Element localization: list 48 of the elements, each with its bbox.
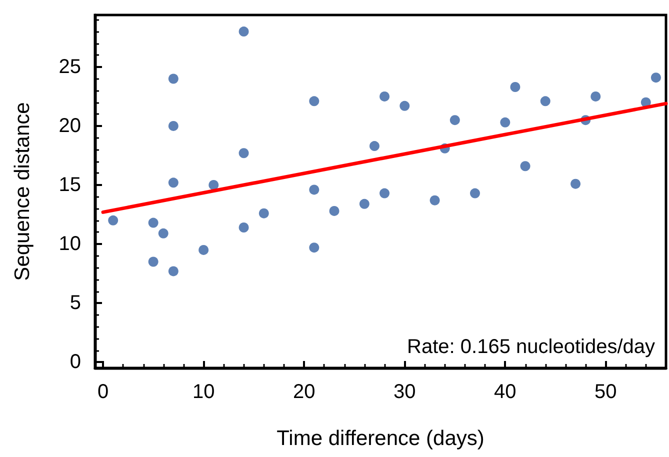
y-axis-title: Sequence distance (11, 102, 34, 281)
point (430, 195, 440, 206)
point (369, 141, 380, 152)
point (208, 180, 219, 190)
annotation: Rate: 0.165 nucleotides/day (407, 336, 656, 358)
x-tick-label: 30 (394, 381, 416, 403)
x-tick-label: 40 (494, 381, 516, 403)
point (258, 208, 269, 218)
y-tick-label: 20 (58, 114, 81, 137)
point (108, 215, 118, 226)
point (198, 244, 209, 255)
point (570, 178, 581, 189)
point (540, 96, 550, 106)
point (148, 256, 158, 267)
point (510, 82, 520, 92)
point (158, 228, 168, 238)
point (168, 266, 178, 276)
point (380, 188, 390, 198)
point (650, 72, 661, 83)
point (329, 206, 340, 216)
point (450, 115, 460, 126)
point (238, 222, 249, 233)
point (500, 117, 510, 128)
point (168, 74, 178, 84)
point (168, 178, 178, 188)
point (168, 120, 178, 131)
y-tick-label: 25 (58, 56, 81, 78)
point (590, 91, 601, 102)
point (148, 218, 158, 228)
x-tick-label: 20 (292, 381, 316, 403)
point (520, 161, 530, 172)
y-tick-label: 15 (58, 174, 81, 196)
point (359, 198, 370, 209)
y-tick-label: 10 (58, 233, 81, 256)
point (309, 242, 320, 253)
y-tick-label: 0 (70, 351, 81, 374)
point (238, 26, 249, 37)
point (238, 148, 249, 158)
y-tick-label: 5 (70, 292, 81, 314)
point (470, 188, 480, 198)
point (380, 91, 390, 102)
x-tick-label: 50 (594, 381, 617, 403)
x-tick-label: 10 (192, 381, 215, 403)
x-tick-label: 0 (97, 381, 109, 403)
point (309, 184, 320, 195)
point (400, 100, 410, 111)
x-axis-title: Time difference (days) (276, 427, 484, 450)
point (309, 96, 320, 106)
